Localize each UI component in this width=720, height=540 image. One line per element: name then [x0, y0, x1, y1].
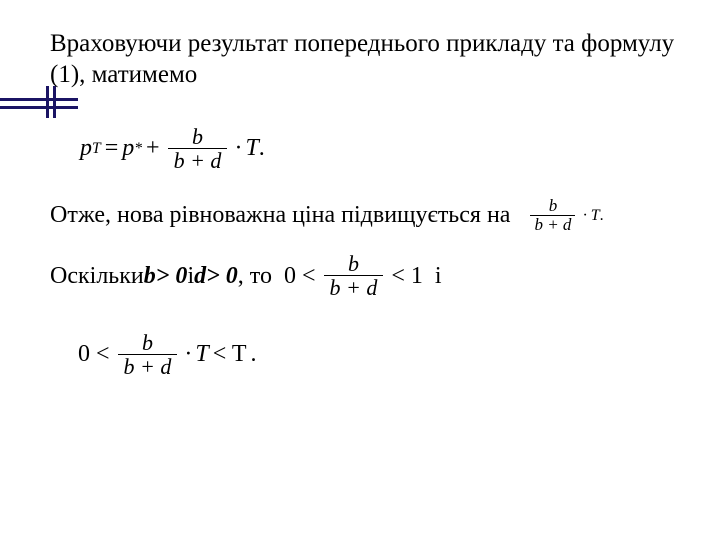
eq1-T: T — [245, 135, 258, 162]
line3-suffix: , то — [238, 258, 272, 294]
line3-prefix: Оскільки — [50, 258, 144, 294]
eq1-plus: + — [146, 135, 160, 162]
slide-content: Враховуючи результат попереднього прикла… — [50, 28, 680, 379]
line3-fraction: b b + d — [324, 252, 384, 300]
line3-frac-num: b — [324, 252, 384, 276]
line3-and: і — [187, 258, 194, 294]
eq1-fraction: b b + d — [168, 125, 228, 173]
line2-T: T — [591, 207, 600, 225]
line-2: Отже, нова рівноважна ціна підвищується … — [50, 197, 680, 235]
eq2-frac-num: b — [118, 331, 178, 355]
accent-tick — [46, 86, 49, 118]
eq2-T: T — [195, 341, 208, 368]
eq2-frac-den: b + d — [118, 355, 178, 379]
eq1-dot: · — [234, 135, 242, 162]
line2-frac-den: b + d — [530, 216, 575, 235]
eq2-dot: · — [184, 341, 192, 368]
line3-frac-den: b + d — [324, 276, 384, 300]
line3-d: d — [194, 258, 206, 294]
equation-2: 0 < b b + d · T < T. — [74, 331, 680, 379]
line3-inequality: 0 < b b + d < 1 — [280, 252, 427, 300]
line2-expression: b b + d · T. — [526, 197, 603, 235]
line2-frac-num: b — [530, 197, 575, 216]
eq1-rhs-sup: * — [134, 140, 142, 158]
line-3: Оскільки b > 0 і d > 0 , то 0 < b b + d … — [50, 252, 680, 300]
line3-b: b — [144, 258, 156, 294]
eq1-period: . — [259, 135, 265, 162]
line2-period: . — [600, 207, 604, 225]
eq1-lhs-base: p — [80, 135, 92, 162]
eq2-right: < T — [213, 341, 247, 368]
eq1-frac-den: b + d — [168, 149, 228, 173]
line3-ineq-right: < 1 — [391, 258, 423, 294]
line3-gt0b: > 0 — [206, 258, 238, 294]
eq1-lhs-sup: T — [92, 140, 101, 158]
eq2-period: . — [251, 341, 257, 368]
equation-1: pT = p* + b b + d · T . — [80, 125, 680, 173]
headline-text: Враховуючи результат попереднього прикла… — [50, 28, 680, 91]
eq1-frac-num: b — [168, 125, 228, 149]
line2-fraction: b b + d — [530, 197, 575, 235]
eq2-fraction: b b + d — [118, 331, 178, 379]
eq1-rhs-base: p — [122, 135, 134, 162]
eq2-left: 0 < — [78, 341, 110, 368]
line2-text: Отже, нова рівноважна ціна підвищується … — [50, 202, 510, 229]
line3-gt0a: > 0 — [156, 258, 188, 294]
line2-dot: · — [582, 207, 587, 225]
line3-trailing: і — [435, 258, 442, 294]
eq1-equals: = — [105, 135, 119, 162]
line3-ineq-left: 0 < — [284, 258, 316, 294]
